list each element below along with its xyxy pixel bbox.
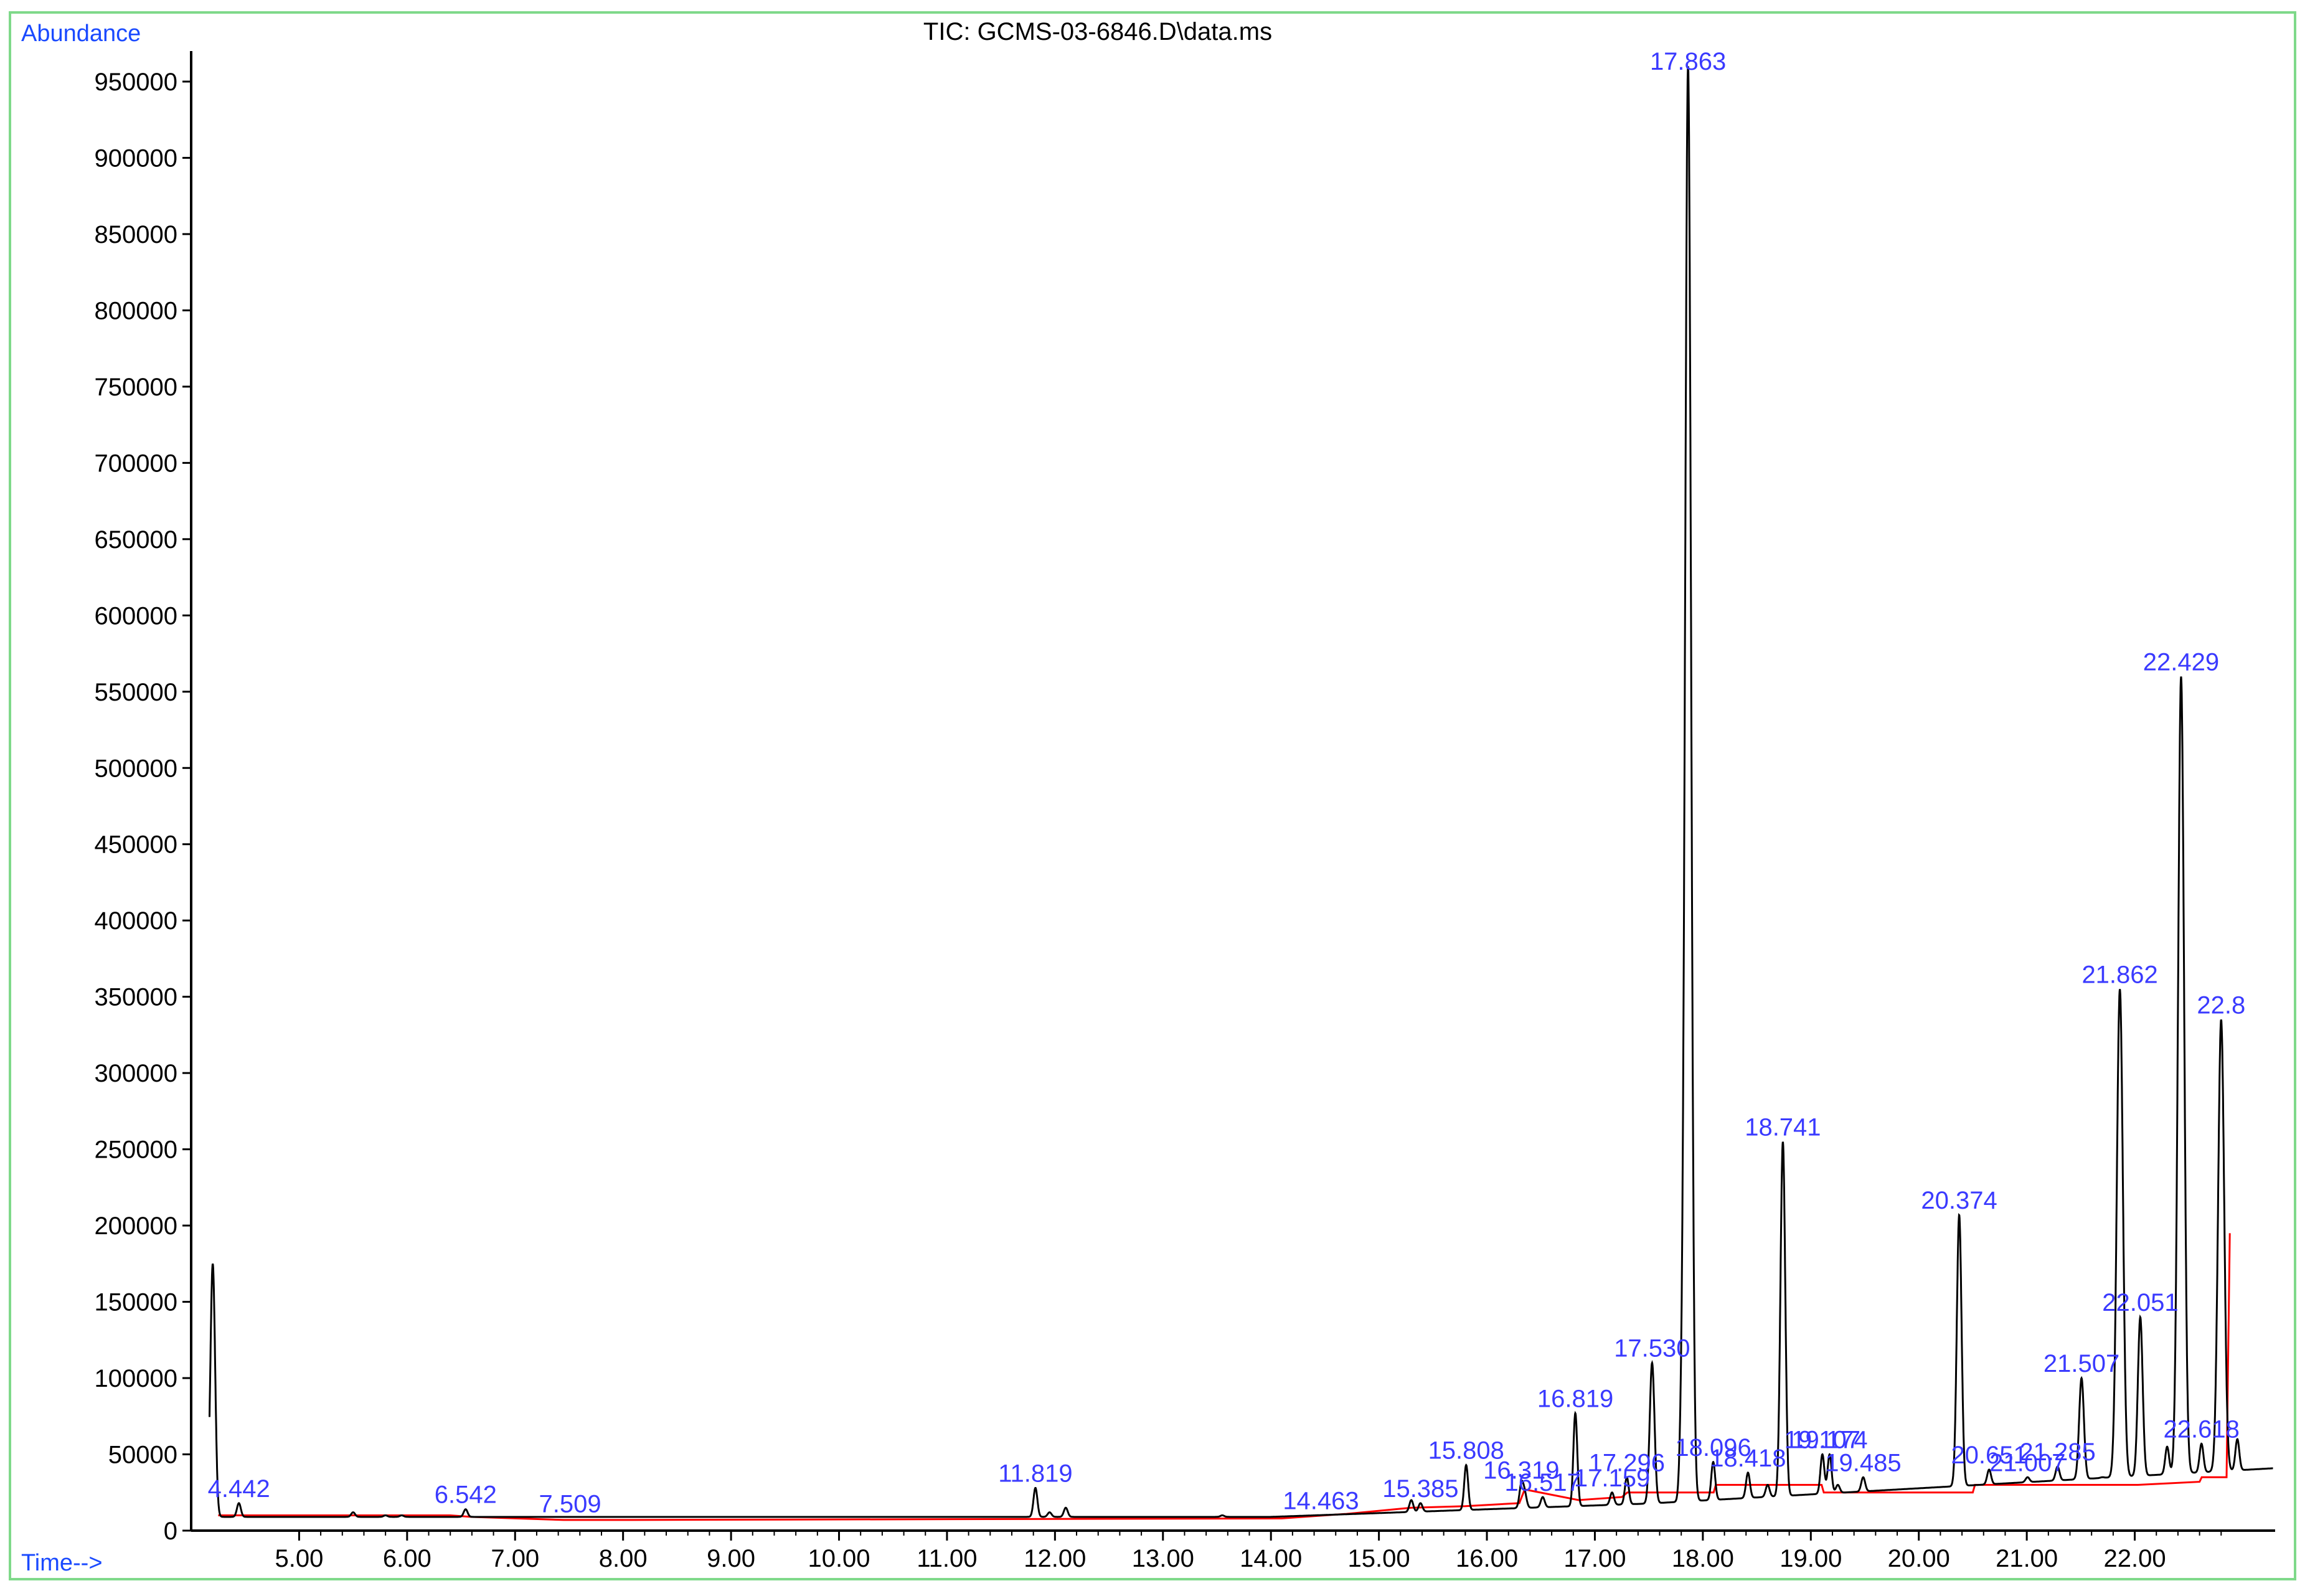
peak-label: 11.819 (998, 1460, 1072, 1487)
y-axis-label: Abundance (21, 21, 141, 47)
peak-label: 21.285 (2019, 1438, 2095, 1466)
chart-title: TIC: GCMS-03-6846.D\data.ms (923, 18, 1272, 45)
tic-trace (209, 66, 2273, 1518)
y-tick-label: 0 (164, 1518, 177, 1545)
peak-label: 6.542 (435, 1481, 497, 1509)
y-tick-label: 50000 (108, 1442, 177, 1469)
y-tick-label: 500000 (95, 755, 177, 782)
peak-label: 21.007 (1989, 1449, 2065, 1476)
peak-label: 19.174 (1791, 1427, 1867, 1454)
peak-label: 18.741 (1745, 1113, 1821, 1141)
y-tick-label: 200000 (95, 1212, 177, 1240)
x-tick-label: 15.00 (1348, 1545, 1410, 1572)
y-tick-label: 350000 (95, 984, 177, 1011)
peak-label: 4.442 (208, 1475, 270, 1503)
peak-label: 18.096 (1675, 1434, 1751, 1461)
x-tick-label: 9.00 (707, 1545, 755, 1572)
x-tick-label: 18.00 (1672, 1545, 1734, 1572)
peak-label: 18.418 (1710, 1445, 1786, 1472)
peak-label: 17.530 (1614, 1335, 1690, 1362)
y-tick-label: 250000 (95, 1136, 177, 1164)
chart-frame: 0 50000 100000 150000 200000 250000 300000 3500… (9, 11, 2296, 1580)
x-tick-label: 5.00 (275, 1545, 323, 1572)
baseline-layer (218, 1233, 2231, 1521)
x-tick-label: 10.00 (808, 1545, 870, 1572)
peak-label: 17.159 (1574, 1465, 1650, 1492)
peak-label: 16.819 (1537, 1385, 1613, 1412)
peak-label: 16.319 (1483, 1457, 1559, 1485)
x-tick-label: 14.00 (1240, 1545, 1302, 1572)
integration-baseline (218, 1233, 2231, 1521)
y-tick-label: 900000 (95, 144, 177, 172)
y-tick-label: 850000 (95, 221, 177, 248)
y-tick-label: 150000 (95, 1289, 177, 1316)
x-tick-label: 6.00 (383, 1545, 431, 1572)
peak-label: 20.651 (1951, 1442, 2027, 1469)
x-tick-label: 17.00 (1563, 1545, 1626, 1572)
y-tick-label: 750000 (95, 374, 177, 401)
x-tick-label: 12.00 (1024, 1545, 1086, 1572)
x-tick-label: 8.00 (599, 1545, 648, 1572)
axes: 0 50000 100000 150000 200000 250000 300000 3500… (95, 51, 2275, 1572)
peak-label: 21.862 (2081, 961, 2157, 988)
peak-label: 15.808 (1428, 1437, 1504, 1465)
peak-label: 15.385 (1382, 1475, 1458, 1503)
peak-label: 20.374 (1921, 1187, 1997, 1214)
peak-label: 21.507 (2044, 1350, 2119, 1377)
y-tick-label: 600000 (95, 602, 177, 630)
y-tick-label: 950000 (95, 68, 177, 96)
peak-label: 17.863 (1650, 48, 1726, 75)
peak-label: 22.429 (2143, 648, 2219, 676)
y-tick-label: 100000 (95, 1365, 177, 1392)
y-tick-label: 450000 (95, 831, 177, 859)
peak-label: 19.485 (1825, 1449, 1901, 1476)
x-tick-label: 16.00 (1456, 1545, 1518, 1572)
x-tick-label: 7.00 (491, 1545, 539, 1572)
y-tick-label: 650000 (95, 526, 177, 554)
x-axis-label: Time--> (21, 1550, 103, 1576)
peak-label: 22.051 (2102, 1289, 2178, 1316)
peak-label: 19.107 (1784, 1427, 1860, 1454)
peak-label: 16.517 (1505, 1469, 1581, 1496)
trace-layer (209, 66, 2273, 1518)
x-tick-label: 19.00 (1780, 1545, 1842, 1572)
peak-label: 14.463 (1283, 1488, 1359, 1515)
x-tick-label: 22.00 (2103, 1545, 2166, 1572)
y-tick-label: 700000 (95, 450, 177, 477)
peak-label: 7.509 (539, 1490, 601, 1518)
y-tick-label: 400000 (95, 907, 177, 935)
x-tick-label: 21.00 (1996, 1545, 2058, 1572)
x-tick-label: 13.00 (1132, 1545, 1194, 1572)
peak-label: 22.8 (2197, 991, 2245, 1019)
peak-label: 22.618 (2164, 1415, 2240, 1443)
chromatogram-chart: 0 50000 100000 150000 200000 250000 300000 3500… (21, 18, 2275, 1576)
y-tick-label: 800000 (95, 297, 177, 324)
y-tick-label: 550000 (95, 679, 177, 706)
x-tick-label: 11.00 (917, 1545, 977, 1572)
y-tick-label: 300000 (95, 1060, 177, 1087)
x-tick-label: 20.00 (1888, 1545, 1950, 1572)
peak-label: 17.296 (1589, 1449, 1665, 1476)
